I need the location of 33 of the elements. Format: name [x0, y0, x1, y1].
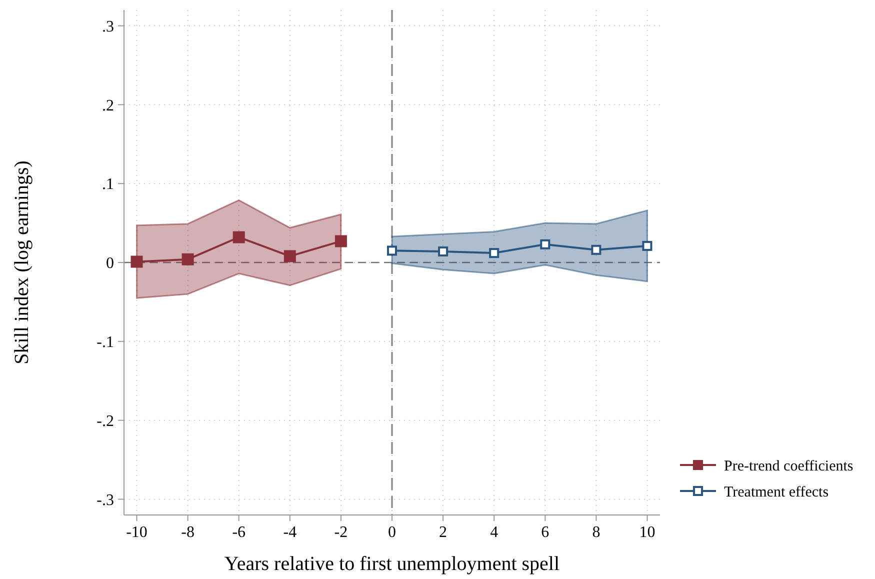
y-tick-label: -.2	[96, 412, 114, 430]
x-tick-label: 0	[388, 524, 396, 541]
point	[591, 244, 602, 255]
y-tick-label: .1	[102, 176, 114, 194]
y-tick-label: -.1	[96, 334, 114, 352]
x-tick-label: -2	[334, 524, 348, 541]
y-tick-label: -.3	[96, 492, 114, 509]
y-tick-label: 0	[106, 255, 114, 272]
x-tick-label: 10	[639, 524, 656, 541]
point	[182, 253, 194, 266]
point	[540, 239, 550, 250]
y-tick-label: .3	[102, 18, 114, 36]
point	[130, 256, 143, 268]
x-tick-label: -10	[126, 524, 148, 541]
y-tick-label: .2	[102, 97, 114, 114]
x-tick-label: -8	[181, 524, 194, 541]
x-axis-title: Years relative to first unemployment spell	[224, 553, 560, 575]
y-axis-title: Skill index (log earnings)	[11, 160, 33, 364]
point	[232, 231, 245, 244]
legend-label: Pre-trend coefficients	[724, 458, 854, 474]
x-tick-label: 4	[490, 524, 498, 541]
point	[642, 240, 652, 251]
x-tick-label: 2	[439, 524, 448, 541]
point	[438, 246, 448, 256]
point	[387, 246, 397, 256]
point	[489, 248, 500, 258]
x-tick-label: 6	[541, 524, 550, 541]
x-tick-label: -6	[232, 524, 246, 541]
point	[334, 235, 347, 248]
legend-label: Treatment effects	[724, 484, 829, 500]
x-tick-label: -4	[283, 524, 297, 541]
point	[284, 250, 296, 262]
x-tick-label: 8	[592, 524, 600, 541]
